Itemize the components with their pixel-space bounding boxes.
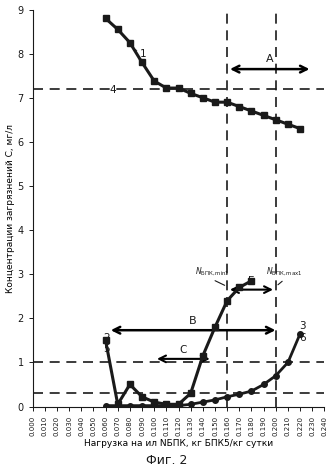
Text: $N_{\mathsf{БПК,max1}}$: $N_{\mathsf{БПК,max1}}$ <box>266 265 302 278</box>
Text: 4: 4 <box>109 85 116 95</box>
Text: 6: 6 <box>299 333 306 343</box>
Text: Фиг. 2: Фиг. 2 <box>146 454 187 467</box>
Text: 2: 2 <box>103 333 110 343</box>
Text: 5: 5 <box>103 345 110 354</box>
Text: 3: 3 <box>299 320 306 331</box>
Text: $N_{\mathsf{БПК,min1}}$: $N_{\mathsf{БПК,min1}}$ <box>195 265 230 278</box>
Text: C: C <box>180 346 187 355</box>
Text: B: B <box>189 316 197 326</box>
Text: E: E <box>248 276 255 286</box>
Y-axis label: Концентрации загрязнений C, мг/л: Концентрации загрязнений C, мг/л <box>6 124 15 293</box>
Text: 1: 1 <box>135 49 146 59</box>
Text: A: A <box>266 54 273 64</box>
X-axis label: Нагрузка на ил NБПК, кг БПК5/кг сутки: Нагрузка на ил NБПК, кг БПК5/кг сутки <box>84 438 273 447</box>
